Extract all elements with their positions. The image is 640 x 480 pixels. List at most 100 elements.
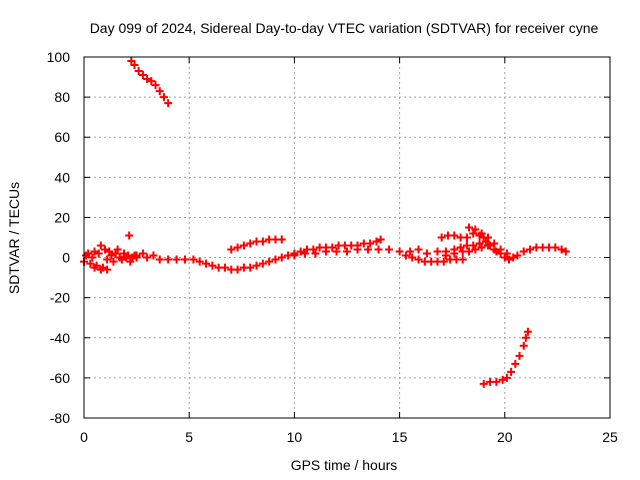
data-point xyxy=(252,261,261,270)
data-point xyxy=(208,261,217,270)
data-point xyxy=(479,379,488,388)
series-arc-mid xyxy=(227,235,286,254)
y-tick-label: 40 xyxy=(54,169,70,185)
data-point xyxy=(502,249,511,258)
data-point xyxy=(233,243,242,252)
data-point xyxy=(519,341,528,350)
x-tick-label: 5 xyxy=(185,429,193,445)
data-point xyxy=(103,265,112,274)
data-point xyxy=(180,255,189,264)
data-point xyxy=(164,255,173,264)
data-point xyxy=(450,245,459,254)
series-arc-bump xyxy=(406,237,490,258)
y-tick-label: 100 xyxy=(47,49,71,65)
x-axis-label: GPS time / hours xyxy=(291,457,398,473)
data-point xyxy=(107,251,116,260)
data-point xyxy=(143,75,152,84)
data-point xyxy=(328,243,337,252)
data-point xyxy=(437,233,446,242)
data-point xyxy=(258,237,267,246)
data-point xyxy=(111,249,120,258)
data-point xyxy=(271,255,280,264)
y-tick-label: 60 xyxy=(54,129,70,145)
data-point xyxy=(239,241,248,250)
plot-frame xyxy=(83,56,611,419)
data-point xyxy=(125,231,134,240)
y-tick-label: -60 xyxy=(50,370,70,386)
data-point xyxy=(486,241,495,250)
data-point xyxy=(311,249,320,258)
data-point xyxy=(143,253,152,262)
data-point xyxy=(88,253,97,262)
data-point xyxy=(84,249,93,258)
data-point xyxy=(96,241,105,250)
data-point xyxy=(364,245,373,254)
data-point xyxy=(465,247,474,256)
data-point xyxy=(127,57,136,66)
data-point xyxy=(523,327,532,336)
data-point xyxy=(441,247,450,256)
data-point xyxy=(147,77,156,86)
data-point xyxy=(105,247,114,256)
y-tick-label: -40 xyxy=(50,330,70,346)
data-point xyxy=(551,243,560,252)
data-point xyxy=(515,351,524,360)
data-point xyxy=(477,229,486,238)
data-point xyxy=(117,255,126,264)
data-point xyxy=(521,333,530,342)
data-point xyxy=(159,93,168,102)
data-point xyxy=(477,243,486,252)
axis-ticks: 0 5 10 15 20 25 -80 -60 -40 -20 0 20 40 60 80 100 xyxy=(47,49,618,445)
data-point xyxy=(366,239,375,248)
y-tick-label: 0 xyxy=(62,250,70,266)
data-point xyxy=(395,247,404,256)
data-point xyxy=(103,255,112,264)
data-point xyxy=(113,245,122,254)
data-point xyxy=(462,233,471,242)
x-tick-label: 0 xyxy=(80,429,88,445)
data-point xyxy=(500,253,509,262)
data-point xyxy=(130,61,139,70)
data-point xyxy=(132,251,141,260)
y-tick-label: 20 xyxy=(54,209,70,225)
data-point xyxy=(90,247,99,256)
x-tick-label: 20 xyxy=(497,429,513,445)
data-point xyxy=(189,255,198,264)
data-point xyxy=(422,249,431,258)
grid xyxy=(84,57,610,418)
data-point xyxy=(86,259,95,268)
y-axis-label: SDTVAR / TECUs xyxy=(6,182,22,294)
data-point xyxy=(353,245,362,254)
data-point xyxy=(172,255,181,264)
data-point xyxy=(227,245,236,254)
data-point xyxy=(498,375,507,384)
data-point xyxy=(507,367,516,376)
data-point xyxy=(458,255,467,264)
data-point xyxy=(471,245,480,254)
data-point xyxy=(155,87,164,96)
y-tick-label: -20 xyxy=(50,290,70,306)
data-point xyxy=(492,377,501,386)
data-point xyxy=(481,237,490,246)
data-point xyxy=(134,67,143,76)
data-point xyxy=(475,239,484,248)
data-point xyxy=(439,257,448,266)
y-tick-label: 80 xyxy=(54,89,70,105)
series-arc-peak xyxy=(437,223,511,258)
x-tick-label: 15 xyxy=(392,429,408,445)
data-point xyxy=(471,225,480,234)
data-point xyxy=(450,231,459,240)
data-point xyxy=(164,99,173,108)
data-point xyxy=(505,255,514,264)
data-point xyxy=(119,249,128,258)
data-point xyxy=(492,247,501,256)
data-point xyxy=(309,245,318,254)
data-point xyxy=(258,259,267,268)
series-arc-top xyxy=(125,57,173,240)
data-point xyxy=(138,249,147,258)
data-point xyxy=(343,247,351,256)
data-point xyxy=(557,245,566,254)
data-point xyxy=(151,81,160,90)
data-point xyxy=(469,229,478,238)
